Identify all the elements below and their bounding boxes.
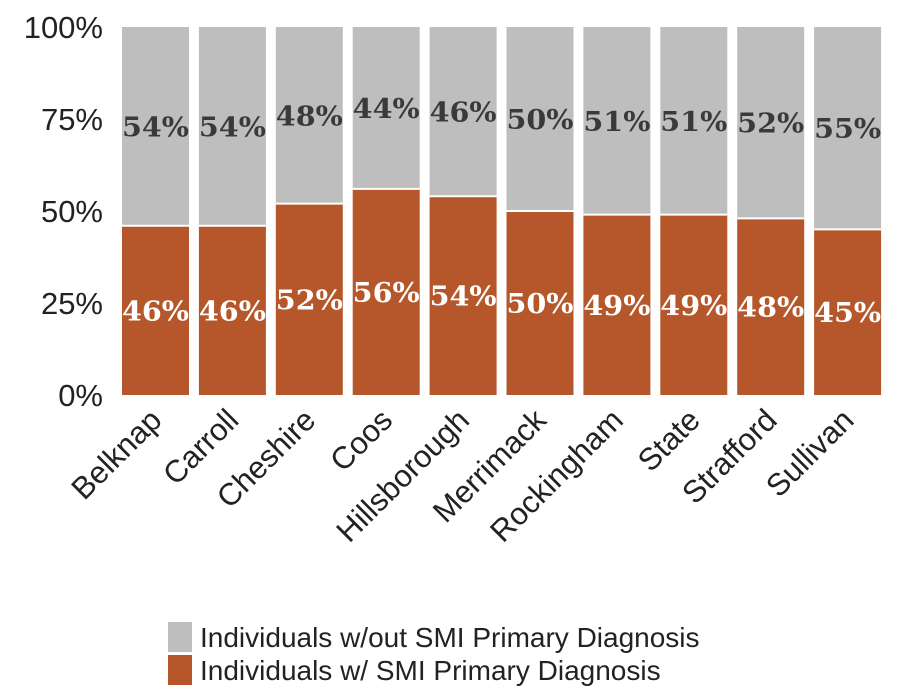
- bar-smi-sullivan: [814, 229, 882, 395]
- data-label-without-smi: 44%: [353, 94, 420, 125]
- data-label-smi: 46%: [122, 296, 189, 327]
- data-label-without-smi: 48%: [276, 101, 343, 132]
- bar-without-smi-coos: [352, 27, 420, 189]
- data-label-smi: 45%: [814, 298, 881, 329]
- y-tick-label: 100%: [24, 10, 103, 45]
- data-label-smi: 49%: [660, 291, 727, 322]
- data-label-smi: 56%: [353, 278, 420, 309]
- bar-smi-strafford: [737, 218, 805, 395]
- data-label-without-smi: 51%: [583, 107, 650, 138]
- data-label-without-smi: 52%: [737, 109, 804, 140]
- data-label-smi: 48%: [737, 293, 804, 324]
- bar-smi-carroll: [198, 225, 266, 395]
- data-label-smi: 54%: [430, 282, 497, 313]
- legend-swatch: [168, 655, 192, 685]
- data-label-without-smi: 54%: [199, 112, 266, 143]
- data-label-smi: 50%: [507, 289, 574, 320]
- bar-without-smi-belknap: [122, 27, 189, 226]
- x-category-label: Sullivan: [759, 402, 861, 504]
- data-label-without-smi: 50%: [507, 105, 574, 136]
- data-label-without-smi: 51%: [660, 107, 727, 138]
- legend-label: Individuals w/out SMI Primary Diagnosis: [200, 622, 700, 653]
- data-labels: 46% 54% 46% 54% 52% 48% 56% 44% 54% 46% 50% 50% 49% 5…: [122, 94, 881, 329]
- bar-without-smi-cheshire: [275, 27, 343, 204]
- bar-smi-coos: [352, 188, 420, 395]
- bar-smi-merrimack: [506, 211, 574, 395]
- bar-smi-cheshire: [275, 203, 343, 395]
- data-label-without-smi: 55%: [814, 114, 881, 145]
- legend-label: Individuals w/ SMI Primary Diagnosis: [200, 655, 661, 686]
- bar-without-smi-hillsborough: [429, 27, 497, 197]
- data-label-without-smi: 54%: [122, 112, 189, 143]
- y-tick-label: 25%: [41, 286, 103, 321]
- x-category-label: Belknap: [64, 402, 168, 506]
- data-label-without-smi: 46%: [430, 98, 497, 129]
- data-label-smi: 52%: [276, 285, 343, 316]
- y-tick-label: 75%: [41, 102, 103, 137]
- legend: Individuals w/out SMI Primary DiagnosisI…: [168, 622, 700, 686]
- bar-smi-hillsborough: [429, 196, 497, 395]
- bar-smi-state: [660, 214, 728, 395]
- bar-without-smi-rockingham: [583, 27, 651, 215]
- bar-without-smi-merrimack: [506, 27, 574, 211]
- y-axis-ticks: 0% 25% 50% 75% 100%: [24, 10, 103, 413]
- bar-smi-belknap: [122, 225, 189, 395]
- legend-swatch: [168, 622, 192, 652]
- bars: [122, 27, 882, 395]
- data-label-smi: 46%: [199, 296, 266, 327]
- bar-without-smi-sullivan: [814, 27, 882, 230]
- bar-without-smi-state: [660, 27, 728, 215]
- y-tick-label: 50%: [41, 194, 103, 229]
- y-tick-label: 0%: [58, 378, 103, 413]
- data-label-smi: 49%: [583, 291, 650, 322]
- bar-without-smi-strafford: [737, 27, 805, 219]
- bar-without-smi-carroll: [198, 27, 266, 226]
- bar-smi-rockingham: [583, 214, 651, 395]
